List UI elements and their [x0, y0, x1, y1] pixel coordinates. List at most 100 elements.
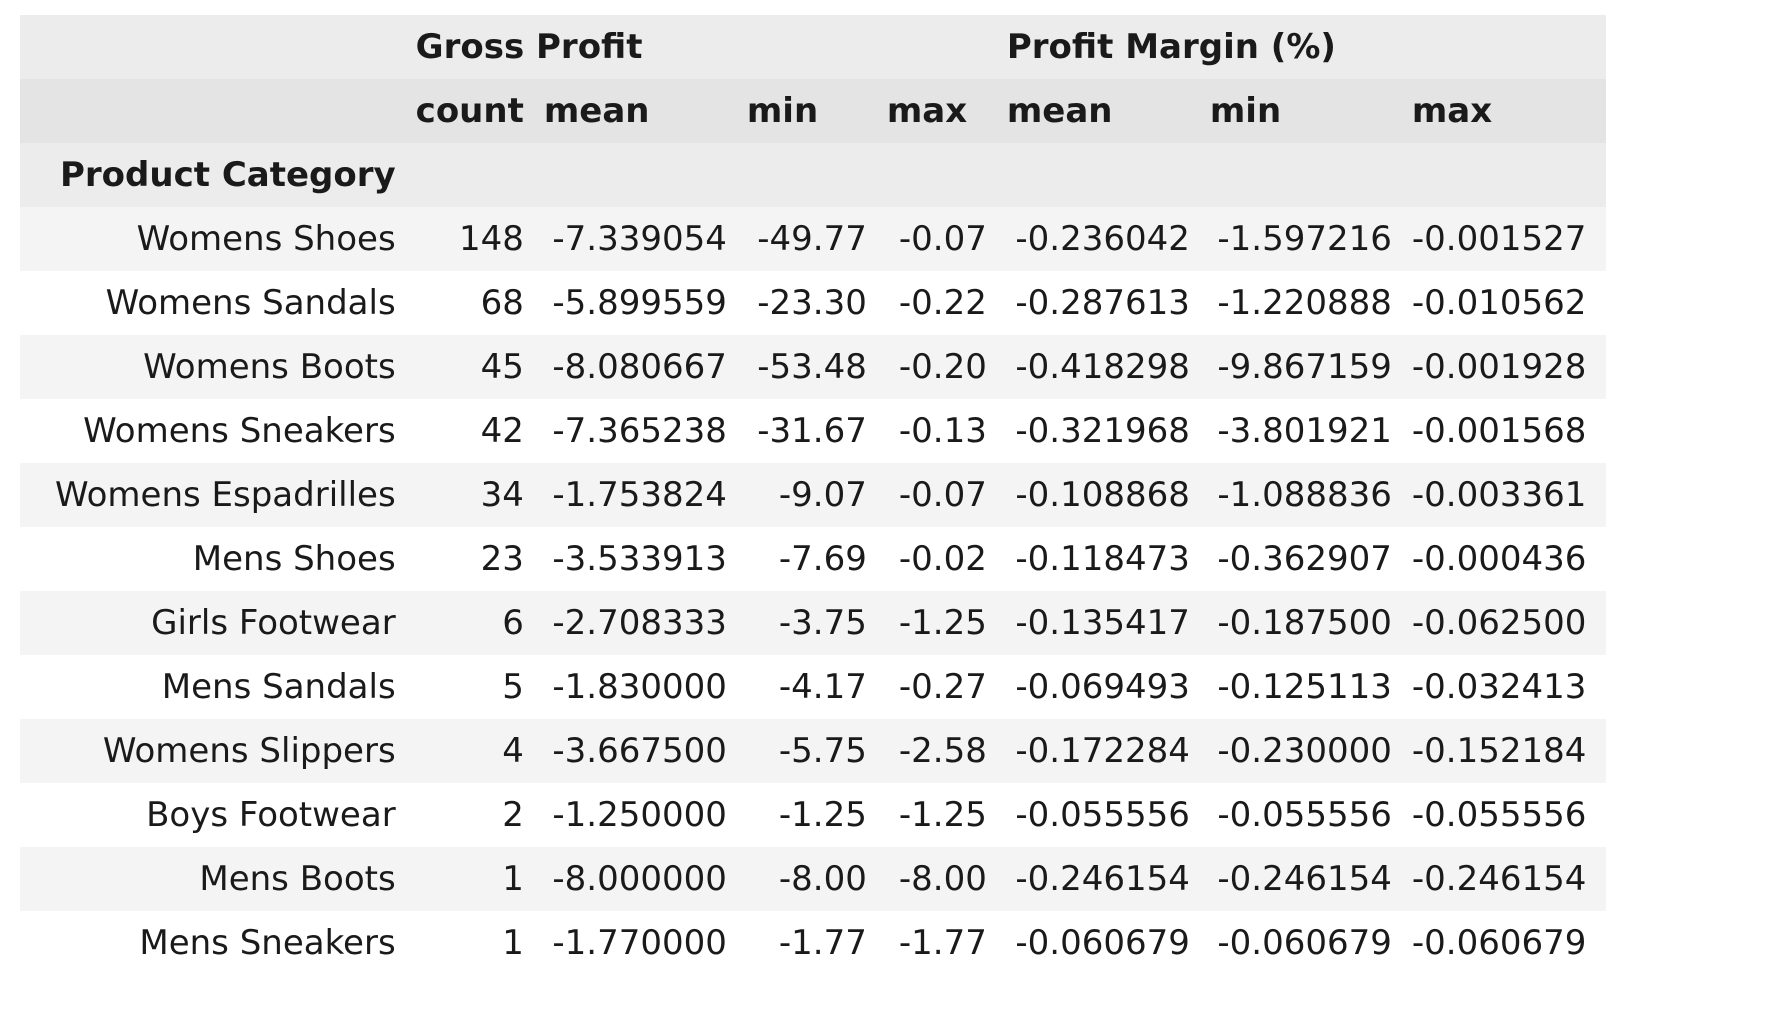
- table-cell: -3.75: [778, 603, 867, 643]
- table-cell: -1.25: [778, 795, 867, 835]
- row-category: Womens Slippers: [102, 731, 396, 771]
- table-cell: 34: [480, 475, 524, 515]
- table-cell: -0.07: [898, 475, 987, 515]
- header-corner: [20, 15, 416, 79]
- table-cell: -0.001527: [1411, 219, 1587, 259]
- index-name: Product Category: [60, 155, 396, 195]
- table-cell: -53.48: [757, 347, 867, 387]
- table-cell: -1.220888: [1217, 283, 1392, 323]
- table-cell: -0.055556: [1217, 795, 1392, 835]
- table-cell: 6: [502, 603, 524, 643]
- table-cell: -0.187500: [1217, 603, 1392, 643]
- table-cell: -0.287613: [1015, 283, 1190, 323]
- header-col-margin-max: max: [1411, 91, 1493, 131]
- table-cell: -0.135417: [1015, 603, 1190, 643]
- table-row: Womens Espadrilles 34 -1.753824 -9.07 -0.07-…: [20, 463, 1607, 527]
- table-row: Womens Boots 45 -8.080667 -53.48 -0.20 -0.418…: [20, 335, 1607, 399]
- table-cell: -2.58: [898, 731, 987, 771]
- table-cell: -7.365238: [552, 411, 727, 451]
- table-header: Gross Profit Profit Margin (%) count mea…: [20, 15, 1607, 207]
- header-col-margin-mean: mean: [1006, 91, 1113, 131]
- table-cell: -49.77: [757, 219, 867, 259]
- table-row: Womens Sneakers 42 -7.365238 -31.67 -0.13 -0.…: [20, 399, 1607, 463]
- table-cell: 1: [502, 859, 524, 899]
- table-cell: -1.77: [898, 923, 987, 963]
- table-cell: -0.001568: [1411, 411, 1587, 451]
- header-col-mean: mean: [543, 91, 650, 131]
- header-row-groups: Gross Profit Profit Margin (%): [20, 15, 1607, 79]
- dataframe-container: Gross Profit Profit Margin (%) count mea…: [20, 15, 1607, 975]
- table-cell: -1.753824: [552, 475, 727, 515]
- table-cell: -1.250000: [552, 795, 727, 835]
- row-category: Mens Shoes: [192, 539, 396, 579]
- table-cell: -9.867159: [1217, 347, 1392, 387]
- table-cell: 42: [480, 411, 524, 451]
- table-cell: -0.003361: [1411, 475, 1587, 515]
- table-cell: -0.032413: [1411, 667, 1587, 707]
- header-col-count: count: [415, 91, 524, 131]
- row-category: Womens Sandals: [105, 283, 396, 323]
- table-cell: 4: [502, 731, 524, 771]
- table-cell: -3.801921: [1217, 411, 1392, 451]
- table-cell: -5.899559: [552, 283, 727, 323]
- table-row: Mens Boots 1 -8.000000 -8.00 -8.00 -0.246154-…: [20, 847, 1607, 911]
- table-cell: 148: [458, 219, 524, 259]
- table-row: Womens Shoes 148 -7.339054 -49.77 -0.07 -0.23…: [20, 207, 1607, 271]
- header-row-stats: count mean min max mean min max: [20, 79, 1607, 143]
- table-cell: -0.010562: [1411, 283, 1587, 323]
- header-col-min: min: [746, 91, 819, 131]
- table-cell: -0.27: [898, 667, 987, 707]
- table-cell: -1.597216: [1217, 219, 1392, 259]
- table-row: Mens Sandals 5 -1.830000 -4.17 -0.27 -0.06949…: [20, 655, 1607, 719]
- table-cell: -0.060679: [1411, 923, 1587, 963]
- row-category: Mens Boots: [199, 859, 396, 899]
- header-col-margin-min: min: [1209, 91, 1282, 131]
- table-cell: -0.418298: [1015, 347, 1190, 387]
- table-cell: -1.25: [898, 603, 987, 643]
- table-cell: -8.000000: [552, 859, 727, 899]
- table-cell: -0.118473: [1015, 539, 1190, 579]
- table-cell: -0.22: [898, 283, 987, 323]
- table-cell: -1.770000: [552, 923, 727, 963]
- table-cell: -8.080667: [552, 347, 727, 387]
- header-row-index-name: Product Category: [20, 143, 1607, 207]
- table-cell: -1.830000: [552, 667, 727, 707]
- row-category: Girls Footwear: [151, 603, 396, 643]
- summary-table: Gross Profit Profit Margin (%) count mea…: [20, 15, 1607, 975]
- header-col-max: max: [886, 91, 968, 131]
- table-body: Womens Shoes 148 -7.339054 -49.77 -0.07 -0.23…: [20, 207, 1607, 975]
- table-cell: -0.236042: [1015, 219, 1190, 259]
- table-cell: -0.055556: [1411, 795, 1587, 835]
- table-row: Girls Footwear 6 -2.708333 -3.75 -1.25 -0.135…: [20, 591, 1607, 655]
- table-cell: 5: [502, 667, 524, 707]
- table-cell: -7.69: [778, 539, 867, 579]
- header-group-gross-profit: Gross Profit: [415, 27, 643, 67]
- table-cell: 45: [480, 347, 524, 387]
- row-category: Mens Sneakers: [139, 923, 396, 963]
- table-cell: -0.20: [898, 347, 987, 387]
- table-cell: -0.13: [898, 411, 987, 451]
- row-category: Womens Boots: [143, 347, 396, 387]
- table-cell: -0.069493: [1015, 667, 1190, 707]
- row-category: Boys Footwear: [146, 795, 396, 835]
- row-category: Womens Shoes: [136, 219, 396, 259]
- table-cell: -0.060679: [1015, 923, 1190, 963]
- table-cell: -0.02: [898, 539, 987, 579]
- table-row: Mens Sneakers 1 -1.770000 -1.77 -1.77 -0.0606…: [20, 911, 1607, 975]
- table-cell: -7.339054: [552, 219, 727, 259]
- table-row: Mens Shoes 23 -3.533913 -7.69 -0.02 -0.118473…: [20, 527, 1607, 591]
- table-cell: -0.362907: [1217, 539, 1392, 579]
- table-row: Boys Footwear 2 -1.250000 -1.25 -1.25 -0.0555…: [20, 783, 1607, 847]
- table-cell: -0.060679: [1217, 923, 1392, 963]
- table-cell: -5.75: [778, 731, 867, 771]
- table-cell: -0.108868: [1015, 475, 1190, 515]
- table-cell: -0.246154: [1411, 859, 1587, 899]
- table-cell: -0.001928: [1411, 347, 1587, 387]
- table-cell: -0.125113: [1217, 667, 1392, 707]
- row-category: Womens Espadrilles: [54, 475, 396, 515]
- table-cell: -0.230000: [1217, 731, 1392, 771]
- table-cell: -31.67: [757, 411, 867, 451]
- table-cell: -0.246154: [1217, 859, 1392, 899]
- table-row: Womens Sandals 68 -5.899559 -23.30 -0.22 -0.2…: [20, 271, 1607, 335]
- table-cell: -3.533913: [552, 539, 727, 579]
